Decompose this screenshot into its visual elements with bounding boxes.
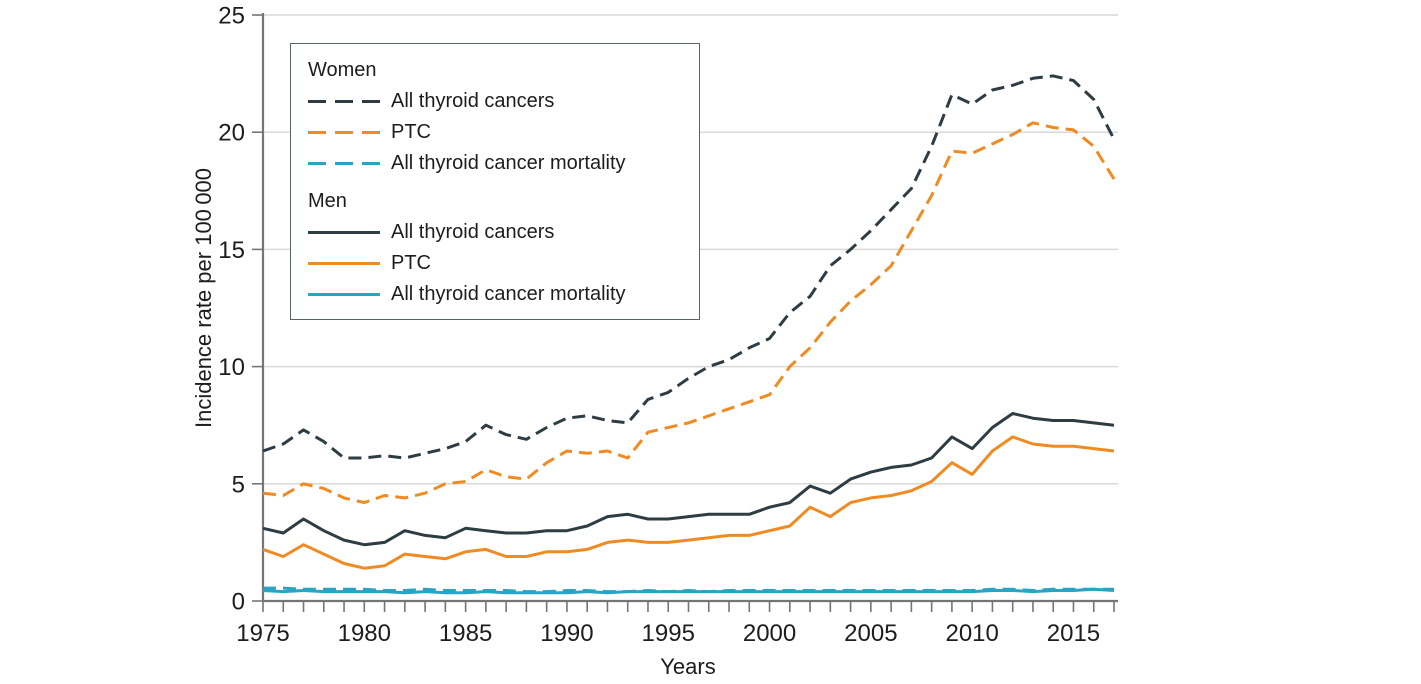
legend-item-women-mortality: All thyroid cancer mortality (308, 148, 699, 179)
series-layer (262, 74, 1116, 595)
legend-item-men-ptc: PTC (308, 248, 699, 279)
legend-item-label: All thyroid cancers (391, 221, 555, 243)
y-tick-label: 15 (218, 237, 245, 264)
legend-item-women-ptc: PTC (308, 117, 699, 148)
legend-item-label: All thyroid cancers (391, 90, 555, 112)
legend-item-label: PTC (391, 252, 431, 274)
x-tick-label: 1980 (338, 620, 391, 647)
y-tick-label: 20 (218, 120, 245, 147)
legend-item-women-all-thyroid-cancers: All thyroid cancers (308, 86, 699, 117)
series-line-women-all-thyroid-cancer-mortality (263, 586, 1114, 594)
y-tick-label: 25 (218, 3, 245, 30)
solid-dark-line-swatch (308, 230, 380, 235)
legend-item-men-all-thyroid-cancers: All thyroid cancers (308, 217, 699, 248)
axes-layer: 0 5 10 15 20 25 1975 1980 1985 1990 1995 2000 2005 20… (218, 3, 1118, 647)
y-tick-label: 0 (232, 589, 245, 616)
y-tick-label: 5 (232, 471, 245, 498)
x-tick-label: 1975 (236, 620, 289, 647)
x-tick-label: 1995 (642, 620, 695, 647)
dashed-dark-line-swatch (308, 99, 380, 104)
legend-item-label: All thyroid cancer mortality (391, 152, 626, 174)
x-tick-label: 2015 (1047, 620, 1100, 647)
series-line-women-ptc (262, 121, 1116, 505)
dashed-teal-line-swatch (308, 161, 380, 166)
x-axis-title: Years (660, 654, 715, 679)
x-tick-label: 2005 (844, 620, 897, 647)
x-tick-label: 2000 (743, 620, 796, 647)
y-axis-title: Incidence rate per 100 000 (191, 168, 216, 428)
x-tick-label: 1990 (540, 620, 593, 647)
y-tick-label: 10 (218, 354, 245, 381)
dashed-orange-line-swatch (308, 130, 380, 135)
x-tick-label: 1985 (439, 620, 492, 647)
legend: Women All thyroid cancers PTC All thyroi… (290, 43, 700, 320)
legend-group-title-men: Men (308, 190, 347, 212)
solid-orange-line-swatch (308, 261, 380, 266)
legend-item-label: All thyroid cancer mortality (391, 283, 626, 305)
legend-item-men-mortality: All thyroid cancer mortality (308, 279, 699, 310)
series-line-men-ptc (262, 435, 1115, 570)
legend-group-title-women: Women (308, 59, 377, 81)
series-line-men-all-thyroid-cancers (262, 412, 1115, 547)
solid-teal-line-swatch (308, 292, 380, 297)
x-tick-label: 2010 (945, 620, 998, 647)
legend-item-label: PTC (391, 121, 431, 143)
